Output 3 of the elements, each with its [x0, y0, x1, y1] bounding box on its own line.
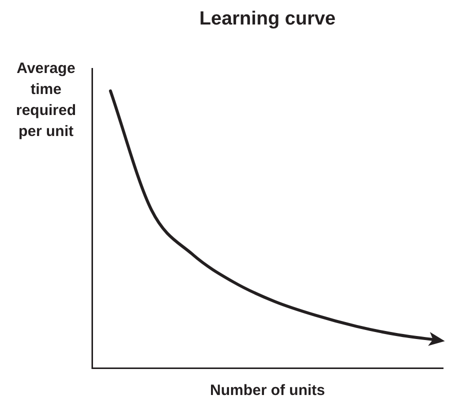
- y-axis-title: Average time required per unit: [14, 59, 77, 142]
- chart-title: Learning curve: [199, 8, 336, 30]
- x-axis-title: Number of units: [210, 382, 325, 400]
